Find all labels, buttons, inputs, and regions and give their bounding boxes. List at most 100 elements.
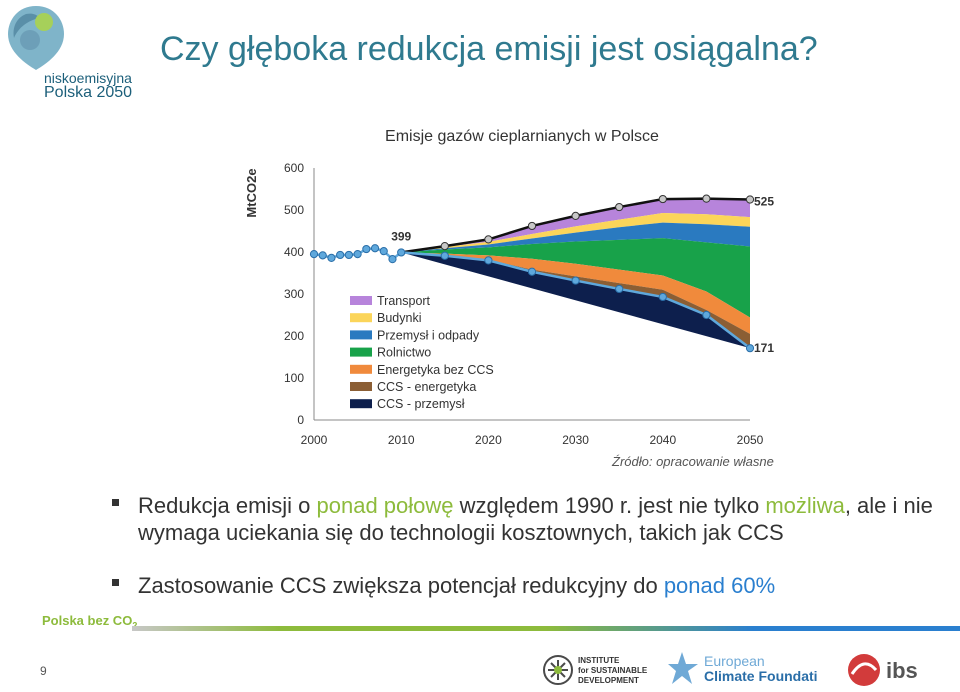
bullet-1-text: Redukcja emisji o ponad połowę względem … <box>138 492 938 546</box>
total-point <box>615 202 624 212</box>
total-point <box>527 221 537 231</box>
value-label: 171 <box>754 341 774 355</box>
bullet-1-part: , ale i nie wymaga uciekania się do tech… <box>138 493 933 545</box>
y-tick-label: 0 <box>297 413 304 427</box>
balloon-logo-icon <box>8 6 64 70</box>
min-point <box>440 251 449 260</box>
min-point <box>527 267 537 276</box>
history-point <box>336 250 345 260</box>
x-tick-label: 2000 <box>301 433 328 447</box>
history-point <box>309 250 319 259</box>
y-tick-label: 200 <box>284 329 304 343</box>
y-tick-label: 400 <box>284 245 304 259</box>
ibs-logo: ibs <box>848 654 918 686</box>
x-tick-label: 2020 <box>475 433 502 447</box>
legend-entry: Energetyka bez CCS <box>377 363 494 377</box>
bullet-2-highlight: ponad 60% <box>663 573 776 598</box>
footer-logo-sub: 2 <box>132 620 138 631</box>
history-point <box>353 250 362 259</box>
value-label: 525 <box>754 195 774 209</box>
source-note: Źródło: opracowanie własne <box>612 454 774 469</box>
min-point <box>658 292 667 302</box>
isd-line2: for SUSTAINABLE <box>578 666 648 675</box>
total-point <box>745 195 755 204</box>
y-tick-label: 600 <box>284 161 304 175</box>
area-rolnictwo <box>401 238 750 318</box>
x-tick-label: 2050 <box>737 433 764 447</box>
value-label: 399 <box>391 229 411 243</box>
logo-line1: niskoemisyjna <box>44 70 132 86</box>
legend-swatch <box>350 382 372 391</box>
page-number: 9 <box>40 664 47 678</box>
bullet-marker <box>112 579 119 586</box>
ibs-emblem-icon <box>848 654 880 686</box>
legend-entry: Transport <box>377 294 431 308</box>
x-tick-label: 2010 <box>388 433 415 447</box>
y-tick-label: 500 <box>284 203 304 217</box>
total-point <box>440 242 449 251</box>
legend-entry: CCS - przemysł <box>377 397 465 411</box>
min-point <box>571 276 580 285</box>
logo-line2: Polska 2050 <box>44 84 133 101</box>
bullet-1-part: Redukcja emisji o <box>138 493 317 518</box>
isd-emblem-icon <box>543 655 573 685</box>
history-point <box>379 247 388 256</box>
bullet-1-highlight: ponad połowę <box>316 493 454 518</box>
bullet-2-text: Zastosowanie CCS zwiększa potencjał redu… <box>138 572 938 599</box>
area-energetyka-bez-ccs <box>401 252 750 334</box>
total-point <box>658 194 667 204</box>
area-ccs-energetyka <box>401 252 750 349</box>
x-tick-label: 2040 <box>649 433 676 447</box>
ecf-logo: European Climate Foundation <box>668 652 818 684</box>
bullet-1-highlight: możliwa <box>765 493 845 518</box>
legend-swatch <box>350 313 372 323</box>
area-transport <box>401 198 750 253</box>
total-point <box>484 235 493 244</box>
brand-logo: niskoemisyjna Polska 2050 <box>6 4 146 101</box>
x-tick-label: 2030 <box>562 433 589 447</box>
history-point <box>318 251 327 260</box>
emissions-chart: Emisje gazów cieplarnianych w Polsce MtC… <box>244 128 774 447</box>
legend-swatch <box>350 399 372 409</box>
chart-title: Emisje gazów cieplarnianych w Polsce <box>385 128 659 145</box>
legend-swatch <box>350 364 372 374</box>
y-axis-label: MtCO2e <box>244 168 259 217</box>
isd-line1: INSTITUTE <box>578 656 620 665</box>
history-point <box>370 244 380 253</box>
bullet-2-part: Zastosowanie CCS zwiększa potencjał redu… <box>138 573 664 598</box>
history-point <box>344 250 353 260</box>
footer-logo-text: Polska bez CO <box>42 613 133 628</box>
star-icon <box>668 652 698 684</box>
history-point <box>388 255 397 264</box>
min-point <box>615 284 624 294</box>
legend-entry: Przemysł i odpady <box>377 328 480 342</box>
bullet-marker <box>112 499 119 506</box>
isd-logo: INSTITUTE for SUSTAINABLE DEVELOPMENT <box>543 655 648 685</box>
min-point <box>484 256 493 265</box>
history-point <box>397 248 406 257</box>
legend-entry: Budynki <box>377 311 421 325</box>
footer-logo: Polska bez CO2 <box>42 613 137 631</box>
min-point <box>702 310 711 320</box>
total-point <box>571 211 580 220</box>
history-point <box>362 244 371 254</box>
area-ccs-przemys- <box>401 252 750 349</box>
legend-swatch <box>350 296 372 305</box>
area-przemys-i-odpady <box>401 222 750 253</box>
y-tick-label: 300 <box>284 287 304 301</box>
ibs-name: ibs <box>886 658 918 683</box>
page-title: Czy głęboka redukcja emisji jest osiągal… <box>160 30 818 68</box>
footer-divider <box>132 626 960 631</box>
isd-line3: DEVELOPMENT <box>578 676 639 685</box>
legend-swatch <box>350 330 372 340</box>
min-point <box>745 344 755 353</box>
bullet-1-part: względem 1990 r. jest nie tylko <box>453 493 766 518</box>
total-point <box>702 194 711 203</box>
legend-entry: Rolnictwo <box>377 346 431 360</box>
ecf-line1: European <box>704 653 765 669</box>
legend-entry: CCS - energetyka <box>377 380 476 394</box>
y-tick-label: 100 <box>284 371 304 385</box>
ecf-line2: Climate Foundation <box>704 668 818 684</box>
legend-swatch <box>350 347 372 357</box>
history-point <box>327 253 336 262</box>
